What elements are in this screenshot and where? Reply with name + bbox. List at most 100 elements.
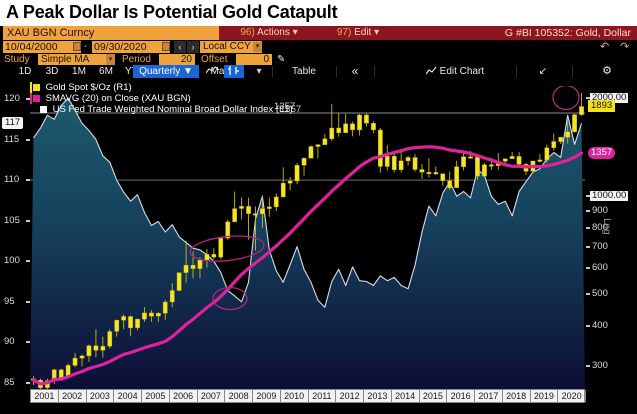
left-axis-tickmark	[26, 138, 30, 141]
x-axis-label-2020: 2020	[558, 390, 586, 402]
x-axis-corner	[4, 389, 26, 403]
right-axis-tickmark	[586, 267, 590, 270]
calendar-from-icon[interactable]	[73, 42, 81, 51]
edit-label: Edit	[354, 27, 372, 38]
edit-number: 97)	[336, 27, 352, 38]
right-axis-tickmark	[586, 210, 590, 213]
date-prev-button[interactable]: ‹	[174, 41, 186, 53]
x-axis-label-2016: 2016	[447, 390, 475, 402]
legend-value-smavg: 1357	[280, 104, 302, 115]
date-from-field[interactable]: 10/04/2000	[3, 41, 81, 53]
actions-number: 96)	[240, 27, 255, 38]
actions-menu[interactable]: 96) Actions ▾	[219, 26, 319, 40]
collapse-button[interactable]: «	[351, 64, 359, 78]
x-axis-label-2013: 2013	[364, 390, 392, 402]
x-axis-label-2001: 2001	[31, 390, 59, 402]
period-input[interactable]: 20	[159, 54, 195, 65]
range-button-3d[interactable]: 3D	[45, 66, 59, 77]
date-next-button[interactable]: ›	[187, 41, 199, 53]
x-axis-label-2012: 2012	[336, 390, 364, 402]
legend-label-smavg: SMAVG (20) on Close (XAU BGN)	[45, 93, 191, 104]
study-caret-icon[interactable]: ▾	[106, 54, 115, 65]
left-axis-tickmark	[26, 381, 30, 384]
plot-svg	[30, 86, 585, 391]
right-axis-tick-2000: 2000.00	[590, 92, 629, 104]
left-axis-tick-115: 115	[4, 133, 20, 145]
edit-pencil-icon[interactable]: ✎	[277, 54, 286, 65]
chart-panel	[0, 78, 637, 414]
left-axis-tick-120: 120	[4, 92, 20, 104]
page-title: A Peak Dollar Is Potential Gold Catapult	[0, 0, 637, 26]
left-axis-tickmark	[26, 260, 30, 263]
range-button-1d[interactable]: 1D	[18, 66, 32, 77]
right-axis-tick-500: 500	[592, 288, 608, 300]
x-axis-label-2007: 2007	[198, 390, 226, 402]
legend-item-dollar[interactable]: US Fed Trade Weighted Nominal Broad Doll…	[33, 104, 293, 115]
left-axis-tickmark	[26, 341, 30, 344]
dollar-swatch-icon	[40, 106, 47, 113]
security-ticker-field[interactable]: XAU BGN Curncy	[3, 26, 219, 40]
line-chart-icon[interactable]	[203, 65, 223, 78]
left-axis-tick-105: 105	[4, 214, 20, 226]
chart-type-more-caret-icon[interactable]: ▾	[256, 66, 262, 77]
x-axis-label-2008: 2008	[225, 390, 253, 402]
bar-chart-icon[interactable]	[224, 65, 244, 78]
edit-caret-icon: ▾	[374, 27, 380, 38]
expand-button[interactable]: ↙	[538, 66, 548, 77]
x-axis: 2001 2002 2003 2004 2005 2006 2007 2008 2009 2010…	[30, 389, 586, 403]
x-axis-label-2010: 2010	[281, 390, 309, 402]
legend-label-gold: Gold Spot $/Oz (R1)	[45, 82, 132, 93]
redo-button[interactable]: ↷	[620, 41, 630, 53]
x-axis-label-2003: 2003	[87, 390, 115, 402]
right-axis-tick-400: 400	[592, 319, 608, 331]
x-axis-label-2018: 2018	[503, 390, 531, 402]
edit-menu[interactable]: 97) Edit ▾	[319, 26, 397, 40]
study-type-select[interactable]: Simple MA	[38, 54, 106, 65]
interval-caret-icon: ▼	[183, 66, 193, 77]
x-axis-label-2009: 2009	[253, 390, 281, 402]
offset-input[interactable]: 0	[236, 54, 272, 65]
x-axis-label-2019: 2019	[531, 390, 559, 402]
right-axis-gold-tag: 1893	[588, 100, 616, 113]
legend-item-gold[interactable]: Gold Spot $/Oz (R1)	[30, 82, 293, 93]
smavg-swatch-icon	[33, 95, 40, 102]
left-axis-tick-110: 110	[4, 174, 20, 186]
chart-legend: Gold Spot $/Oz (R1) SMAVG (20) on Close …	[30, 82, 301, 115]
x-axis-label-2011: 2011	[309, 390, 337, 402]
plot-area[interactable]	[30, 86, 585, 391]
interval-select[interactable]: Quarterly ▼	[133, 65, 199, 78]
gridline-value-label: 1357	[274, 101, 296, 112]
currency-caret-icon[interactable]: ▾	[253, 42, 262, 52]
right-axis-tick-600: 600	[592, 262, 608, 274]
right-axis-smavg-tag: 1357	[588, 147, 616, 159]
date-to-field[interactable]: 09/30/2020	[92, 41, 170, 53]
range-button-max[interactable]: Max	[210, 66, 230, 77]
right-axis-tickmark	[586, 97, 590, 100]
edit-chart-button[interactable]: Edit Chart	[400, 65, 510, 78]
range-button-6m[interactable]: 6M	[99, 66, 113, 77]
date-range-separator: -	[84, 41, 88, 52]
undo-button[interactable]: ↶	[600, 41, 610, 53]
left-axis-tickmark	[26, 219, 30, 222]
table-button[interactable]: Table	[292, 66, 316, 77]
x-axis-label-2015: 2015	[420, 390, 448, 402]
legend-item-smavg[interactable]: SMAVG (20) on Close (XAU BGN) 1357	[30, 93, 301, 115]
range-button-1m[interactable]: 1M	[72, 66, 86, 77]
calendar-to-icon[interactable]	[162, 42, 170, 51]
right-axis-tickmark	[586, 293, 590, 296]
left-axis-tickmark	[26, 179, 30, 182]
offset-label: Offset	[201, 54, 228, 65]
settings-button[interactable]: ⚙	[602, 65, 612, 77]
study-label: Study	[4, 54, 30, 65]
right-axis-tick-900: 900	[592, 205, 608, 217]
right-axis-tick-800: 800	[592, 221, 608, 233]
right-axis-tickmark	[586, 245, 590, 248]
legend-label-dollar: US Fed Trade Weighted Nominal Broad Doll…	[52, 104, 293, 115]
x-axis-label-2005: 2005	[142, 390, 170, 402]
period-label: Period	[122, 54, 151, 65]
left-axis-tickmark	[26, 300, 30, 303]
currency-select[interactable]: Local CCY	[200, 41, 262, 53]
header-red-fill	[397, 26, 637, 40]
right-axis-tick-1000: 1000.00	[590, 190, 629, 202]
